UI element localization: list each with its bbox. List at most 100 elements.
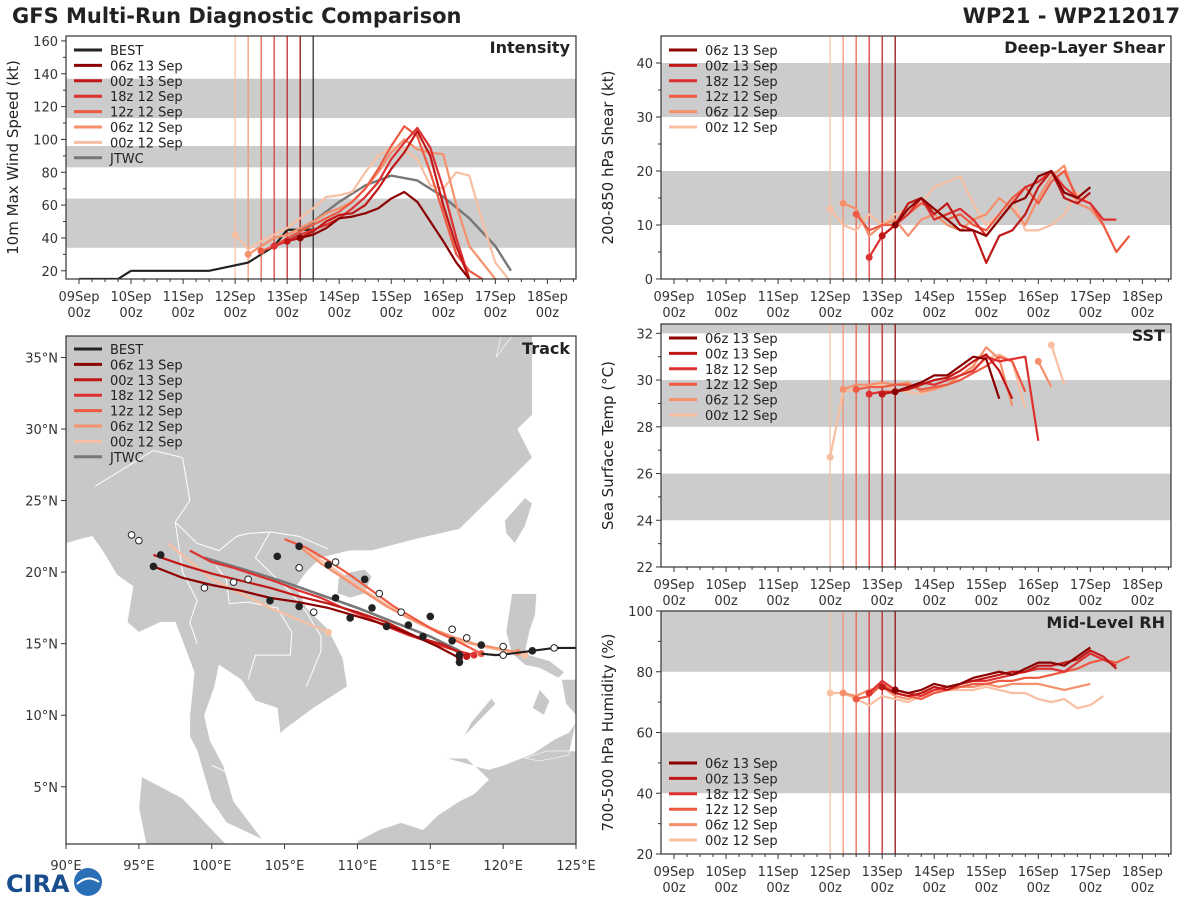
track-marker-00z xyxy=(331,594,340,602)
rh-xtick-hour: 00z xyxy=(766,881,790,896)
sst-xtick-label: 15Sep xyxy=(966,578,1007,593)
rh-legend-label: 12z 12 Sep xyxy=(705,803,778,818)
track-lon-label: 120°E xyxy=(483,859,523,874)
intensity-series-start-marker xyxy=(231,231,239,239)
shear-band xyxy=(661,171,1171,225)
track-legend-label: 00z 13 Sep xyxy=(110,374,183,389)
intensity-plot-area xyxy=(66,36,576,279)
shear-ylabel: 200-850 hPa Shear (kt) xyxy=(599,71,617,245)
rh-series-start-marker xyxy=(852,695,860,703)
rh-ylabel: 700-500 hPa Humidity (%) xyxy=(599,633,617,831)
sst-xtick-label: 14Sep xyxy=(914,578,955,593)
country-border xyxy=(174,521,198,644)
sst-series-start-marker xyxy=(1047,341,1055,349)
intensity-xtick-hour: 00z xyxy=(432,306,456,321)
shear-legend-label: 00z 12 Sep xyxy=(705,121,778,136)
rh-ytick-label: 20 xyxy=(636,848,653,863)
rh-series-start-marker xyxy=(891,686,899,694)
sst-series-00z-13-sep xyxy=(881,353,1014,400)
shear-xtick-hour: 00z xyxy=(1027,306,1051,321)
shear-plot-area xyxy=(661,36,1171,279)
track-marker-00z xyxy=(382,622,391,631)
rh-xtick-hour: 00z xyxy=(818,881,842,896)
svg-text:CIRA: CIRA xyxy=(6,870,70,898)
panel-track: 90°E 95°E 100°E 105°E 110°E 115°E 120°E 125°E 5°… xyxy=(25,335,596,874)
track-marker-00z xyxy=(419,632,427,641)
land-mass xyxy=(138,776,227,844)
shear-xtick-hour: 00z xyxy=(975,306,999,321)
track-map-area xyxy=(66,336,576,844)
sst-ytick-label: 26 xyxy=(636,468,653,483)
sst-series-start-marker xyxy=(826,453,834,461)
track-lon-label: 105°E xyxy=(265,859,305,874)
intensity-xtick-hour: 00z xyxy=(484,306,508,321)
shear-series-start-marker xyxy=(891,221,899,229)
track-start-marker xyxy=(463,653,471,661)
track-legend-label: 18z 12 Sep xyxy=(110,389,183,404)
intensity-ytick-label: 140 xyxy=(33,68,58,83)
rh-series-start-marker xyxy=(839,689,847,697)
intensity-xtick-hour: 00z xyxy=(119,306,143,321)
sst-series-start-marker xyxy=(891,388,899,396)
intensity-xtick-hour: 00z xyxy=(67,306,91,321)
sst-xtick-hour: 00z xyxy=(975,594,999,609)
land-mass xyxy=(504,497,533,545)
track-marker-00z xyxy=(404,621,413,629)
track-06z-13-sep xyxy=(153,565,460,659)
rh-xtick-hour: 00z xyxy=(975,881,999,896)
track-marker-00z xyxy=(324,561,333,569)
track-marker-12z xyxy=(331,558,340,566)
track-start-marker xyxy=(470,651,478,659)
intensity-xtick-label: 14Sep xyxy=(319,290,360,305)
intensity-ytick-label: 160 xyxy=(33,35,58,50)
track-marker-00z xyxy=(455,651,464,659)
sst-xtick-label: 10Sep xyxy=(706,578,747,593)
rh-xtick-hour: 00z xyxy=(923,881,947,896)
rh-xtick-label: 11Sep xyxy=(758,865,799,880)
intensity-xtick-label: 15Sep xyxy=(371,290,412,305)
rh-legend-label: 18z 12 Sep xyxy=(705,788,778,803)
shear-xtick-label: 15Sep xyxy=(966,290,1007,305)
sst-ytick-label: 32 xyxy=(636,327,653,342)
rh-xtick-label: 16Sep xyxy=(1018,865,1059,880)
sst-series-00z-12-sep-b xyxy=(1050,344,1066,386)
land-mass xyxy=(505,593,565,679)
shear-panel-title: Deep-Layer Shear xyxy=(1004,38,1165,57)
intensity-legend-label: 06z 12 Sep xyxy=(110,121,183,136)
intensity-xtick-hour: 00z xyxy=(380,306,404,321)
sst-series-06z-13-sep xyxy=(894,355,1001,400)
track-marker-12z xyxy=(375,589,384,598)
sst-series-06z-12-sep-b xyxy=(1037,360,1053,388)
intensity-series-start-marker xyxy=(270,242,278,250)
intensity-ytick-label: 100 xyxy=(33,133,58,148)
shear-series-00z-12-sep xyxy=(829,175,1092,232)
cira-logo-globe-icon xyxy=(74,868,102,896)
track-marker-00z xyxy=(455,658,464,667)
track-marker-00z xyxy=(156,551,165,559)
sst-xtick-label: 11Sep xyxy=(758,578,799,593)
rh-band xyxy=(661,732,1171,794)
track-marker-12z xyxy=(244,575,252,584)
shear-xtick-hour: 00z xyxy=(1079,306,1103,321)
rh-legend-label: 00z 12 Sep xyxy=(705,834,778,849)
intensity-series-jtwc xyxy=(286,174,512,272)
track-marker-00z xyxy=(149,562,158,571)
shear-ytick-label: 0 xyxy=(645,273,653,288)
track-marker-00z xyxy=(360,575,369,584)
track-marker-12z xyxy=(499,651,507,659)
rh-xtick-hour: 00z xyxy=(1079,881,1103,896)
track-marker-12z xyxy=(229,578,238,586)
intensity-legend-label: 00z 13 Sep xyxy=(110,75,183,90)
sst-band xyxy=(661,473,1171,521)
rh-plot-area xyxy=(661,611,1171,854)
intensity-xtick-label: 09Sep xyxy=(58,290,99,305)
rh-xtick-hour: 00z xyxy=(662,881,686,896)
sst-series-06z-12-sep xyxy=(842,346,1014,407)
rh-xtick-label: 14Sep xyxy=(914,865,955,880)
shear-ytick-label: 30 xyxy=(636,111,653,126)
track-lon-label: 125°E xyxy=(556,859,596,874)
track-marker-12z xyxy=(135,536,143,545)
track-marker-12z xyxy=(295,564,303,572)
rh-xtick-label: 18Sep xyxy=(1122,865,1163,880)
intensity-ytick-label: 80 xyxy=(41,166,58,181)
